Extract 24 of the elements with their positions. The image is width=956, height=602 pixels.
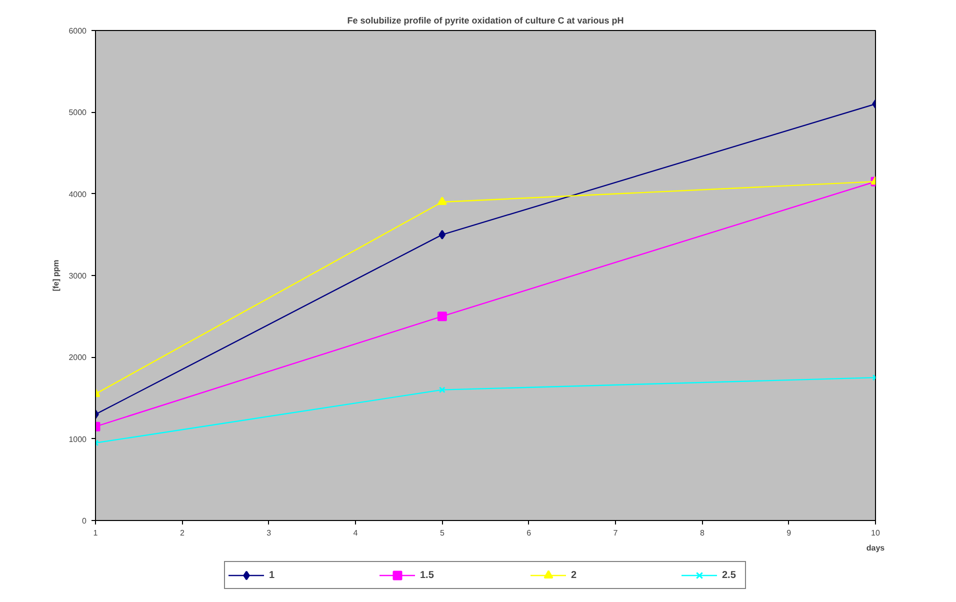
x-axis-title: days [866, 544, 886, 552]
y-tick-label: 4000 [68, 190, 88, 199]
y-tick-label: 1000 [68, 434, 88, 444]
x-tick-label: 10 [871, 528, 880, 538]
x-tick-label: 6 [526, 528, 532, 538]
legend-label: 2 [571, 570, 578, 580]
y-tick-label: 2000 [68, 353, 88, 362]
x-tick-label: 2 [180, 528, 185, 538]
x-tick-label: 7 [613, 528, 618, 538]
x-tick-label: 4 [353, 528, 358, 538]
y-tick-label: 5000 [68, 108, 88, 118]
x-tick-label: 9 [786, 528, 792, 538]
x-tick-label: 5 [440, 528, 445, 538]
legend-label: 1 [269, 570, 276, 580]
x-tick-label: 1 [93, 528, 98, 538]
x-tick-label: 8 [700, 528, 705, 538]
legend-label: 1.5 [420, 570, 435, 580]
y-axis-title: [fe] ppm [52, 260, 61, 292]
chart-title: Fe solubilize profile of pyrite oxidation of culture C at various pH [347, 16, 624, 26]
x-tick-label: 3 [266, 528, 272, 538]
y-tick-label: 6000 [68, 26, 88, 36]
y-tick-label: 3000 [68, 272, 88, 280]
y-tick-label: 0 [82, 516, 88, 526]
legend-label: 2.5 [722, 570, 737, 580]
